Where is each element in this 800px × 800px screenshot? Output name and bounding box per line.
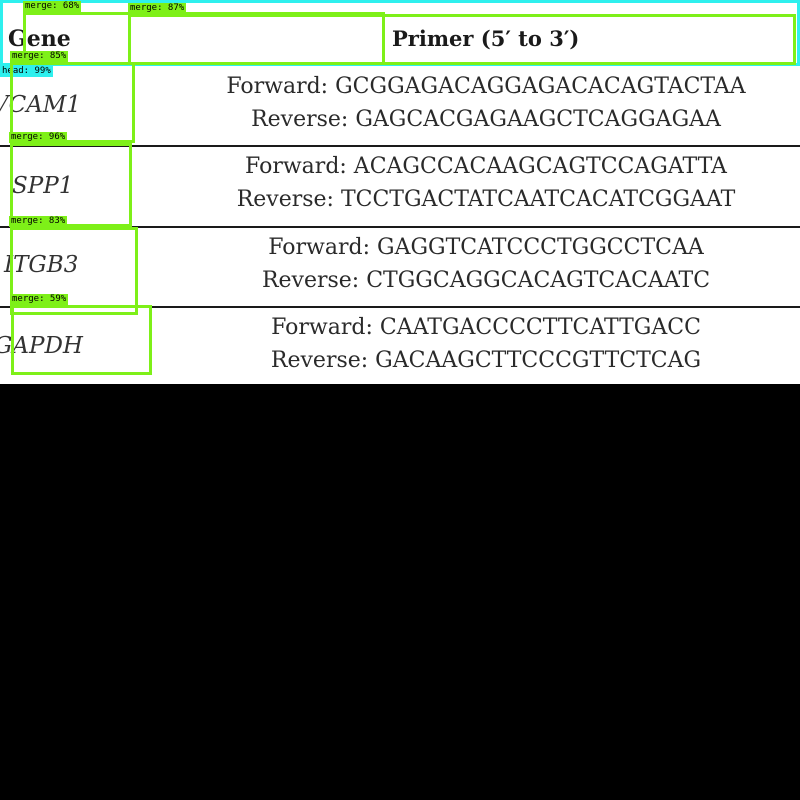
primers-vcam1: Forward: GCGGAGACAGGAGACACAGTACTAA Rever…	[180, 70, 792, 136]
forward-primer: Forward: CAATGACCCCTTCATTGACC	[271, 315, 701, 340]
row-rule	[0, 306, 800, 308]
reverse-primer: Reverse: CTGGCAGGCACAGTCACAATC	[261, 268, 711, 293]
row-rule	[0, 145, 800, 147]
forward-primer: Forward: ACAGCCACAAGCAGTCCAGATTA	[245, 154, 727, 179]
row-rule	[0, 226, 800, 228]
gene-gapdh: GAPDH	[0, 333, 83, 359]
header-primer-label: merge: 87%	[128, 3, 187, 14]
primer-table: Gene Primer (5′ to 3′) VCAM1 Forward: GC…	[0, 0, 800, 384]
reverse-primer: Reverse: TCCTGACTATCAATCACATCGGAAT	[236, 187, 736, 212]
forward-primer: Forward: GAGGTCATCCCTGGCCTCAA	[268, 235, 704, 260]
gene-spp1-label: merge: 96%	[9, 132, 68, 143]
header-gene-label: merge: 68%	[23, 1, 82, 12]
gene-itgb3-label: merge: 83%	[9, 216, 68, 227]
reverse-primer: Reverse: GACAAGCTTCCCGTTCTCAG	[270, 348, 702, 373]
primers-gapdh: Forward: CAATGACCCCTTCATTGACC Reverse: G…	[180, 311, 792, 377]
top-rule	[0, 0, 800, 3]
gene-vcam1: VCAM1	[0, 92, 82, 118]
header-gene: Gene	[8, 26, 71, 52]
forward-primer: Forward: GCGGAGACAGGAGACACAGTACTAA	[226, 74, 746, 99]
header-primer: Primer (5′ to 3′)	[392, 26, 580, 51]
head-detection-label: head: 99%	[0, 66, 53, 77]
gene-spp1: SPP1	[12, 173, 74, 199]
gene-itgb3: ITGB3	[4, 252, 79, 278]
header-rule	[0, 64, 800, 66]
gene-vcam1-label: merge: 85%	[10, 51, 69, 62]
reverse-primer: Reverse: GAGCACGAGAAGCTCAGGAGAA	[251, 107, 721, 132]
primers-itgb3: Forward: GAGGTCATCCCTGGCCTCAA Reverse: C…	[180, 231, 792, 297]
gene-gapdh-label: merge: 59%	[10, 294, 69, 305]
primers-spp1: Forward: ACAGCCACAAGCAGTCCAGATTA Reverse…	[180, 150, 792, 216]
